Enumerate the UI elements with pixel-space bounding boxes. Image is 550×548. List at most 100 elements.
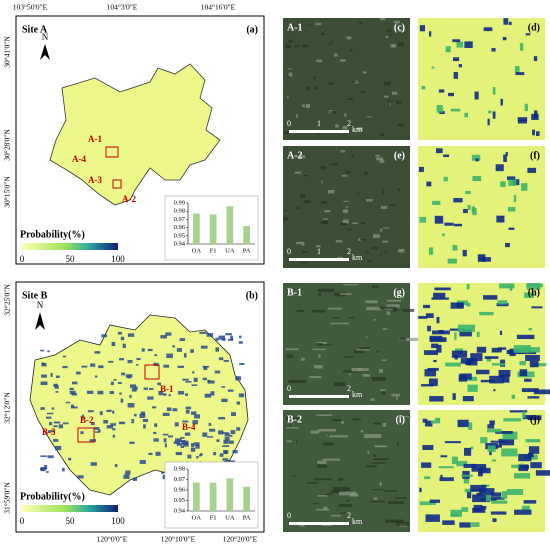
colorbar-tick-label: 100: [111, 254, 125, 264]
image-texture: [369, 500, 386, 503]
map-texture: [489, 450, 492, 456]
lat-label: 31°59'0"N: [3, 482, 12, 514]
image-texture: [358, 238, 362, 241]
image-texture: [316, 341, 327, 344]
image-texture: [355, 193, 360, 195]
field-patch: [41, 362, 44, 366]
map-texture: [470, 484, 487, 492]
image-texture: [367, 451, 370, 454]
field-patch: [129, 394, 132, 399]
site-box: [105, 146, 119, 158]
field-patch: [195, 444, 200, 449]
field-patch: [136, 364, 139, 366]
site-box: [112, 179, 122, 189]
field-patch: [71, 404, 74, 408]
y-tick-label: 0.95: [174, 497, 185, 504]
map-texture: [513, 194, 517, 202]
image-texture: [324, 493, 333, 495]
field-patch: [213, 452, 217, 456]
field-patch: [208, 422, 212, 426]
image-texture: [314, 365, 323, 369]
image-texture: [367, 260, 374, 262]
field-patch: [183, 353, 187, 358]
field-patch: [71, 393, 78, 396]
image-texture: [293, 288, 301, 290]
scale-label: 2: [347, 247, 351, 256]
field-patch: [125, 374, 133, 378]
scale-label: 0: [287, 384, 291, 393]
map-texture: [493, 389, 496, 392]
map-texture: [462, 395, 474, 402]
map-texture: [525, 33, 531, 36]
image-texture: [324, 210, 331, 213]
tile-panel-label: (j): [530, 414, 540, 425]
bar: [209, 482, 217, 511]
tile-panel-label: (g): [393, 287, 405, 298]
map-texture: [445, 46, 451, 53]
map-texture: [519, 369, 528, 377]
scale-bar: [289, 522, 349, 525]
map-texture: [509, 410, 528, 413]
map-texture: [471, 522, 480, 527]
map-texture: [429, 335, 443, 341]
image-texture: [399, 337, 406, 341]
map-texture: [495, 164, 504, 172]
image-texture: [393, 307, 400, 311]
image-texture: [329, 111, 336, 115]
map-texture: [440, 455, 448, 458]
map-texture: [487, 428, 502, 433]
map-texture: [517, 117, 528, 122]
map-texture: [450, 509, 463, 517]
bar: [226, 206, 234, 244]
field-patch: [120, 398, 124, 403]
map-texture: [522, 411, 526, 419]
field-patch: [97, 390, 104, 395]
image-texture: [382, 328, 388, 330]
field-patch: [131, 387, 137, 392]
site-title: Site B: [22, 290, 48, 301]
scale-bar: [289, 395, 349, 398]
image-texture: [312, 502, 319, 505]
y-tick-label: 0.97: [174, 476, 186, 483]
field-patch: [62, 467, 65, 472]
map-texture: [502, 37, 507, 41]
map-texture: [521, 388, 539, 393]
image-texture: [330, 41, 334, 43]
map-texture: [418, 166, 424, 172]
lat-label: 32°12'0"N: [3, 392, 12, 424]
image-texture: [386, 299, 402, 302]
map-texture: [438, 89, 445, 93]
image-texture: [388, 34, 393, 39]
field-patch: [161, 471, 164, 474]
colorbar: [22, 505, 118, 512]
map-texture: [474, 91, 479, 100]
map-texture: [527, 167, 537, 173]
field-patch: [218, 357, 224, 361]
map-texture: [434, 215, 444, 224]
tile-panel-label: (d): [528, 22, 540, 33]
field-patch: [94, 351, 101, 354]
field-patch: [117, 331, 122, 335]
field-patch: [194, 442, 200, 446]
field-patch: [163, 364, 170, 368]
map-texture: [444, 441, 462, 444]
map-texture: [424, 369, 437, 377]
field-patch: [148, 452, 153, 455]
field-patch: [184, 432, 191, 436]
image-texture: [314, 86, 319, 90]
map-texture: [464, 447, 472, 456]
map-texture: [442, 520, 455, 525]
field-patch: [48, 430, 56, 433]
field-patch: [154, 354, 158, 357]
field-patch: [199, 454, 202, 457]
field-patch: [136, 358, 141, 361]
satellite-image: [283, 410, 410, 532]
field-patch: [40, 381, 48, 386]
image-texture: [323, 442, 334, 446]
map-texture: [519, 360, 526, 366]
map-texture: [463, 463, 476, 468]
y-tick-label: 0.98: [174, 465, 185, 472]
probability-map: [418, 146, 545, 268]
map-texture: [528, 327, 532, 331]
